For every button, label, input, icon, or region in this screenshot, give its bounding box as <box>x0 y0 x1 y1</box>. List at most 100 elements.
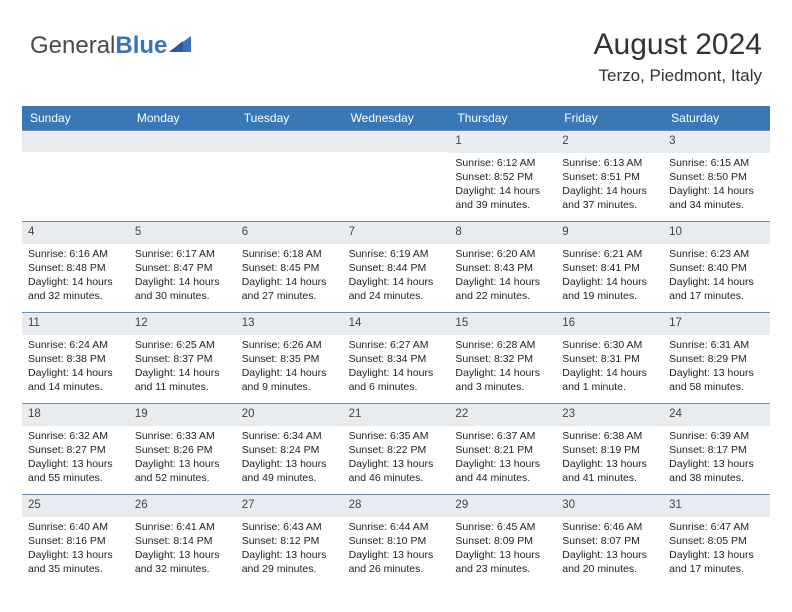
sunrise-text: Sunrise: 6:38 AM <box>562 429 657 443</box>
day-info: Sunrise: 6:25 AMSunset: 8:37 PMDaylight:… <box>129 335 236 398</box>
week-row: 25Sunrise: 6:40 AMSunset: 8:16 PMDayligh… <box>22 494 770 585</box>
day-number: 6 <box>236 222 343 244</box>
month-year-title: August 2024 <box>594 28 762 62</box>
sunset-text: Sunset: 8:34 PM <box>349 352 444 366</box>
daylight-text: Daylight: 13 hours and 58 minutes. <box>669 366 764 394</box>
sunrise-text: Sunrise: 6:39 AM <box>669 429 764 443</box>
daylight-text: Daylight: 14 hours and 34 minutes. <box>669 184 764 212</box>
day-cell: 10Sunrise: 6:23 AMSunset: 8:40 PMDayligh… <box>663 222 770 312</box>
day-info: Sunrise: 6:20 AMSunset: 8:43 PMDaylight:… <box>449 244 556 307</box>
daylight-text: Daylight: 13 hours and 41 minutes. <box>562 457 657 485</box>
day-cell: 12Sunrise: 6:25 AMSunset: 8:37 PMDayligh… <box>129 313 236 403</box>
daylight-text: Daylight: 14 hours and 22 minutes. <box>455 275 550 303</box>
calendar-grid: SundayMondayTuesdayWednesdayThursdayFrid… <box>22 106 770 585</box>
sunrise-text: Sunrise: 6:27 AM <box>349 338 444 352</box>
day-info: Sunrise: 6:47 AMSunset: 8:05 PMDaylight:… <box>663 517 770 580</box>
sunset-text: Sunset: 8:10 PM <box>349 534 444 548</box>
day-cell <box>343 131 450 221</box>
sunrise-text: Sunrise: 6:20 AM <box>455 247 550 261</box>
day-number: 2 <box>556 131 663 153</box>
daylight-text: Daylight: 14 hours and 3 minutes. <box>455 366 550 394</box>
day-info: Sunrise: 6:30 AMSunset: 8:31 PMDaylight:… <box>556 335 663 398</box>
weekday-header: Wednesday <box>343 106 450 130</box>
day-cell <box>236 131 343 221</box>
daylight-text: Daylight: 14 hours and 1 minute. <box>562 366 657 394</box>
weeks-container: 1Sunrise: 6:12 AMSunset: 8:52 PMDaylight… <box>22 130 770 585</box>
day-number: 14 <box>343 313 450 335</box>
day-info: Sunrise: 6:39 AMSunset: 8:17 PMDaylight:… <box>663 426 770 489</box>
sunset-text: Sunset: 8:52 PM <box>455 170 550 184</box>
day-cell: 22Sunrise: 6:37 AMSunset: 8:21 PMDayligh… <box>449 404 556 494</box>
day-number-empty <box>343 131 450 152</box>
day-cell: 18Sunrise: 6:32 AMSunset: 8:27 PMDayligh… <box>22 404 129 494</box>
day-number: 27 <box>236 495 343 517</box>
day-cell: 16Sunrise: 6:30 AMSunset: 8:31 PMDayligh… <box>556 313 663 403</box>
day-info: Sunrise: 6:44 AMSunset: 8:10 PMDaylight:… <box>343 517 450 580</box>
day-cell <box>129 131 236 221</box>
day-number: 20 <box>236 404 343 426</box>
day-cell: 26Sunrise: 6:41 AMSunset: 8:14 PMDayligh… <box>129 495 236 585</box>
day-number: 13 <box>236 313 343 335</box>
sunrise-text: Sunrise: 6:32 AM <box>28 429 123 443</box>
day-cell: 29Sunrise: 6:45 AMSunset: 8:09 PMDayligh… <box>449 495 556 585</box>
day-number: 16 <box>556 313 663 335</box>
daylight-text: Daylight: 14 hours and 6 minutes. <box>349 366 444 394</box>
day-number: 1 <box>449 131 556 153</box>
day-number-empty <box>22 131 129 152</box>
sunset-text: Sunset: 8:35 PM <box>242 352 337 366</box>
sunset-text: Sunset: 8:12 PM <box>242 534 337 548</box>
daylight-text: Daylight: 13 hours and 20 minutes. <box>562 548 657 576</box>
sunrise-text: Sunrise: 6:28 AM <box>455 338 550 352</box>
daylight-text: Daylight: 14 hours and 11 minutes. <box>135 366 230 394</box>
day-info: Sunrise: 6:21 AMSunset: 8:41 PMDaylight:… <box>556 244 663 307</box>
day-number: 11 <box>22 313 129 335</box>
day-number: 25 <box>22 495 129 517</box>
daylight-text: Daylight: 13 hours and 55 minutes. <box>28 457 123 485</box>
sunset-text: Sunset: 8:45 PM <box>242 261 337 275</box>
daylight-text: Daylight: 13 hours and 17 minutes. <box>669 548 764 576</box>
day-cell: 8Sunrise: 6:20 AMSunset: 8:43 PMDaylight… <box>449 222 556 312</box>
daylight-text: Daylight: 14 hours and 39 minutes. <box>455 184 550 212</box>
day-info: Sunrise: 6:28 AMSunset: 8:32 PMDaylight:… <box>449 335 556 398</box>
day-cell: 19Sunrise: 6:33 AMSunset: 8:26 PMDayligh… <box>129 404 236 494</box>
day-info: Sunrise: 6:37 AMSunset: 8:21 PMDaylight:… <box>449 426 556 489</box>
day-number: 24 <box>663 404 770 426</box>
sunrise-text: Sunrise: 6:35 AM <box>349 429 444 443</box>
week-row: 11Sunrise: 6:24 AMSunset: 8:38 PMDayligh… <box>22 312 770 403</box>
day-info: Sunrise: 6:45 AMSunset: 8:09 PMDaylight:… <box>449 517 556 580</box>
sunset-text: Sunset: 8:40 PM <box>669 261 764 275</box>
day-info: Sunrise: 6:18 AMSunset: 8:45 PMDaylight:… <box>236 244 343 307</box>
sunrise-text: Sunrise: 6:25 AM <box>135 338 230 352</box>
daylight-text: Daylight: 14 hours and 24 minutes. <box>349 275 444 303</box>
day-info: Sunrise: 6:12 AMSunset: 8:52 PMDaylight:… <box>449 153 556 216</box>
week-row: 1Sunrise: 6:12 AMSunset: 8:52 PMDaylight… <box>22 130 770 221</box>
day-number: 30 <box>556 495 663 517</box>
sunrise-text: Sunrise: 6:17 AM <box>135 247 230 261</box>
location-subtitle: Terzo, Piedmont, Italy <box>594 66 762 86</box>
day-number-empty <box>236 131 343 152</box>
day-info: Sunrise: 6:19 AMSunset: 8:44 PMDaylight:… <box>343 244 450 307</box>
sunset-text: Sunset: 8:37 PM <box>135 352 230 366</box>
sunrise-text: Sunrise: 6:41 AM <box>135 520 230 534</box>
sunset-text: Sunset: 8:16 PM <box>28 534 123 548</box>
weekday-header: Sunday <box>22 106 129 130</box>
sunset-text: Sunset: 8:05 PM <box>669 534 764 548</box>
daylight-text: Daylight: 13 hours and 52 minutes. <box>135 457 230 485</box>
day-number: 17 <box>663 313 770 335</box>
logo-triangle-icon <box>169 34 193 59</box>
sunrise-text: Sunrise: 6:18 AM <box>242 247 337 261</box>
sunrise-text: Sunrise: 6:44 AM <box>349 520 444 534</box>
day-info: Sunrise: 6:33 AMSunset: 8:26 PMDaylight:… <box>129 426 236 489</box>
daylight-text: Daylight: 14 hours and 32 minutes. <box>28 275 123 303</box>
day-info: Sunrise: 6:46 AMSunset: 8:07 PMDaylight:… <box>556 517 663 580</box>
sunset-text: Sunset: 8:27 PM <box>28 443 123 457</box>
day-number: 21 <box>343 404 450 426</box>
day-info: Sunrise: 6:41 AMSunset: 8:14 PMDaylight:… <box>129 517 236 580</box>
sunrise-text: Sunrise: 6:16 AM <box>28 247 123 261</box>
day-number: 28 <box>343 495 450 517</box>
day-cell: 2Sunrise: 6:13 AMSunset: 8:51 PMDaylight… <box>556 131 663 221</box>
sunrise-text: Sunrise: 6:15 AM <box>669 156 764 170</box>
sunset-text: Sunset: 8:09 PM <box>455 534 550 548</box>
sunset-text: Sunset: 8:26 PM <box>135 443 230 457</box>
sunrise-text: Sunrise: 6:33 AM <box>135 429 230 443</box>
